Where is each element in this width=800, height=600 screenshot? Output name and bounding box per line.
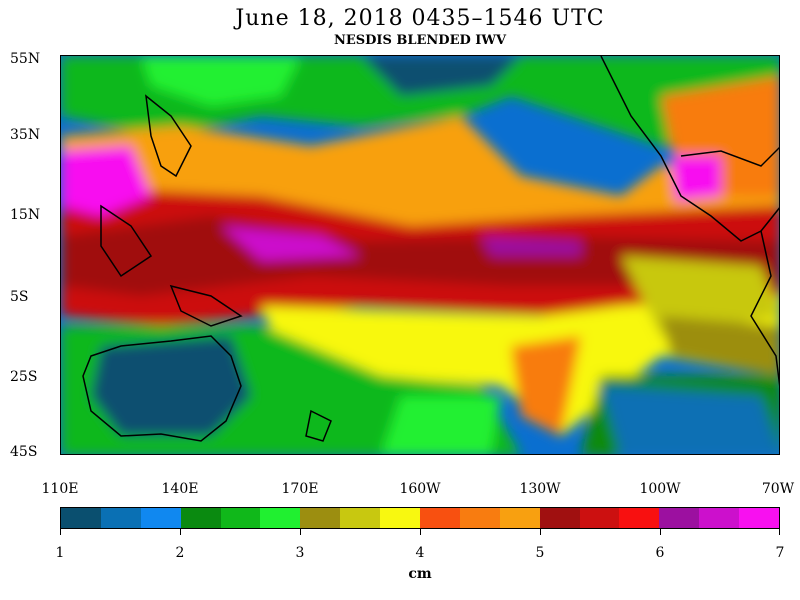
colorbar-label-5: 5 xyxy=(535,545,545,561)
colorbar-swatch xyxy=(619,508,660,528)
colorbar-swatch xyxy=(699,508,740,528)
colorbar-label-1: 1 xyxy=(55,545,65,561)
lon-label-170e: 170E xyxy=(281,481,319,497)
lat-label-25s: 25S xyxy=(10,369,38,385)
colorbar-swatch xyxy=(539,508,580,528)
colorbar-swatch xyxy=(140,508,181,528)
lat-label-55n: 55N xyxy=(10,51,41,67)
colorbar-tick xyxy=(60,529,61,535)
colorbar-swatch xyxy=(260,508,301,528)
lon-label-130w: 130W xyxy=(519,481,561,497)
colorbar-swatch xyxy=(579,508,620,528)
lat-label-35n: 35N xyxy=(10,127,41,143)
colorbar-tick xyxy=(180,529,181,535)
lon-label-110e: 110E xyxy=(41,481,79,497)
colorbar-label-3: 3 xyxy=(295,545,305,561)
colorbar-tick xyxy=(300,529,301,535)
colorbar-tick xyxy=(540,529,541,535)
colorbar-swatch xyxy=(340,508,381,528)
colorbar-swatch xyxy=(380,508,421,528)
map-title: June 18, 2018 0435–1546 UTC xyxy=(235,6,605,31)
colorbar-label-7: 7 xyxy=(775,545,785,561)
colorbar-swatch xyxy=(61,508,101,528)
iwv-field xyxy=(61,56,779,454)
map-subtitle: NESDIS BLENDED IWV xyxy=(333,33,507,48)
lon-label-70w: 70W xyxy=(761,481,795,497)
colorbar-swatch xyxy=(499,508,540,528)
lat-label-45s: 45S xyxy=(10,444,38,460)
colorbar-label-6: 6 xyxy=(655,545,665,561)
colorbar-swatch xyxy=(300,508,341,528)
colorbar-tick xyxy=(779,529,780,535)
colorbar-swatch xyxy=(659,508,700,528)
colorbar-swatch xyxy=(180,508,221,528)
lon-label-140e: 140E xyxy=(161,481,199,497)
colorbar-swatch xyxy=(420,508,460,528)
iwv-map xyxy=(60,55,780,455)
colorbar-label-4: 4 xyxy=(415,545,425,561)
colorbar-label-2: 2 xyxy=(175,545,185,561)
colorbar-swatch xyxy=(220,508,261,528)
colorbar-units: cm xyxy=(408,566,432,582)
lon-label-100w: 100W xyxy=(639,481,681,497)
colorbar-swatch xyxy=(739,508,780,528)
lat-label-5s: 5S xyxy=(10,289,29,305)
colorbar-swatch xyxy=(100,508,141,528)
lon-label-160w: 160W xyxy=(399,481,441,497)
colorbar xyxy=(60,507,780,529)
lat-label-15n: 15N xyxy=(10,207,41,223)
colorbar-tick xyxy=(660,529,661,535)
colorbar-swatch xyxy=(459,508,500,528)
colorbar-tick xyxy=(420,529,421,535)
